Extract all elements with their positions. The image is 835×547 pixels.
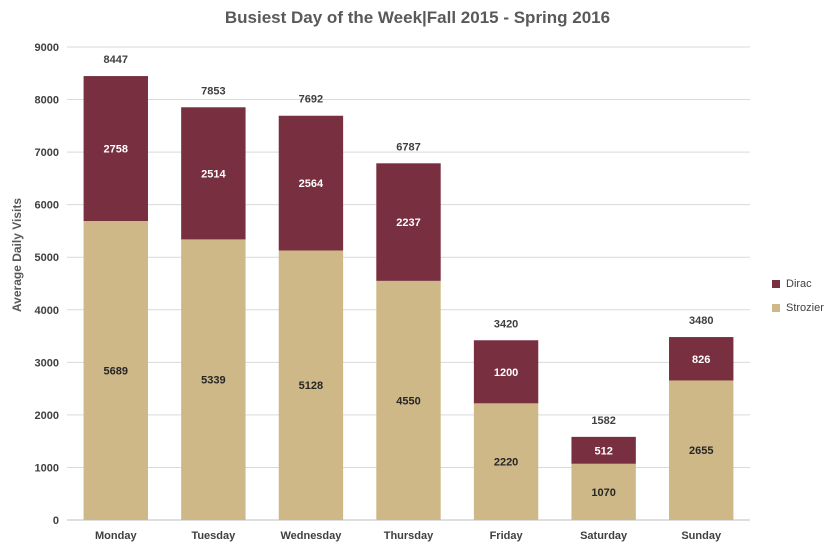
legend-label-strozier: Strozier [786, 302, 824, 314]
bar-dirac [473, 340, 539, 404]
total-label: 3480 [689, 315, 713, 327]
data-label-dirac: 2564 [299, 178, 324, 190]
data-label-strozier: 1070 [591, 487, 615, 499]
x-tick-label: Thursday [384, 530, 434, 542]
y-tick-label: 6000 [35, 200, 59, 212]
y-tick-label: 0 [53, 515, 59, 527]
y-tick-label: 4000 [35, 305, 59, 317]
bar-dirac [571, 436, 636, 464]
y-tick-label: 1000 [35, 462, 59, 474]
total-label: 6787 [396, 141, 420, 153]
bar-dirac [181, 107, 246, 240]
bar-strozier [376, 280, 441, 520]
legend-item-strozier: Strozier [772, 296, 824, 320]
total-label: 7853 [201, 85, 225, 97]
x-tick-label: Monday [95, 530, 137, 542]
chart-title: Busiest Day of the Week|Fall 2015 - Spri… [224, 8, 611, 27]
data-label-strozier: 5128 [299, 380, 323, 392]
y-tick-label: 3000 [35, 357, 59, 369]
data-label-strozier: 4550 [396, 395, 420, 407]
total-label: 1582 [591, 415, 615, 427]
y-tick-label: 7000 [35, 147, 59, 159]
data-label-dirac: 2758 [104, 144, 128, 156]
legend: Dirac Strozier [772, 272, 824, 320]
x-tick-label: Friday [490, 530, 524, 542]
bar-strozier [571, 463, 636, 520]
legend-swatch-strozier [772, 304, 780, 312]
total-label: 7692 [299, 94, 323, 106]
data-label-strozier: 5689 [104, 366, 128, 378]
data-label-dirac: 2237 [396, 217, 420, 229]
y-tick-label: 8000 [35, 95, 59, 107]
data-label-dirac: 1200 [494, 367, 518, 379]
x-tick-label: Wednesday [280, 530, 342, 542]
bar-dirac [669, 337, 734, 381]
data-label-strozier: 5339 [201, 375, 225, 387]
bar-strozier [669, 380, 734, 520]
data-label-dirac: 512 [594, 445, 612, 457]
data-label-dirac: 2514 [201, 168, 226, 180]
x-tick-label: Tuesday [191, 530, 236, 542]
bar-dirac [278, 115, 344, 251]
y-tick-label: 2000 [35, 410, 59, 422]
data-label-strozier: 2655 [689, 445, 713, 457]
data-label-strozier: 2220 [494, 457, 518, 469]
bar-strozier [278, 250, 344, 520]
y-tick-label: 5000 [35, 252, 59, 264]
total-label: 8447 [104, 54, 128, 66]
x-tick-label: Sunday [681, 530, 722, 542]
legend-item-dirac: Dirac [772, 272, 824, 296]
total-label: 3420 [494, 318, 518, 330]
bar-strozier [473, 403, 539, 520]
bar-strozier [83, 221, 148, 520]
y-tick-label: 9000 [35, 42, 59, 54]
legend-swatch-dirac [772, 280, 780, 288]
bar-strozier [181, 239, 246, 520]
x-tick-label: Saturday [580, 530, 628, 542]
bar-dirac [83, 76, 148, 222]
data-label-dirac: 826 [692, 354, 710, 366]
legend-label-dirac: Dirac [786, 278, 812, 290]
bar-dirac [376, 163, 441, 281]
